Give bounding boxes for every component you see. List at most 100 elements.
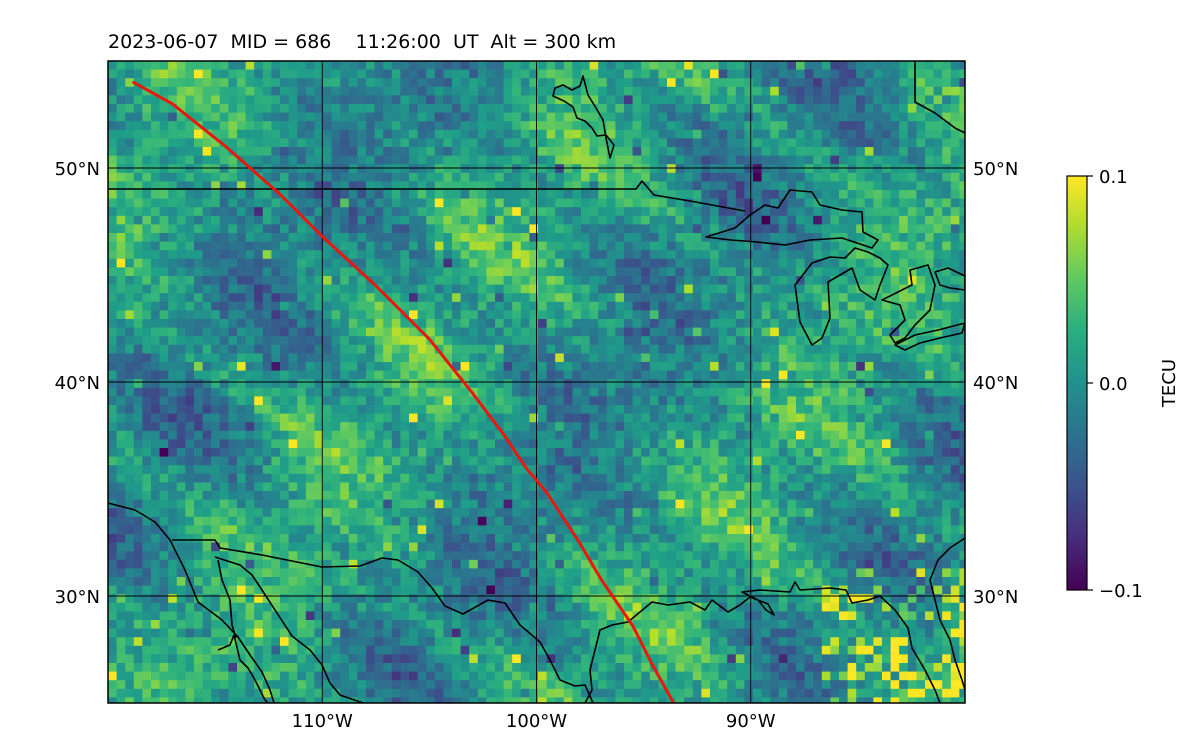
tec-cell xyxy=(804,233,814,243)
tec-cell xyxy=(477,396,487,406)
tec-cell xyxy=(280,310,290,320)
tec-cell xyxy=(572,301,582,311)
tec-cell xyxy=(176,61,186,71)
tec-cell xyxy=(176,241,186,251)
tec-cell xyxy=(942,422,952,432)
tec-cell xyxy=(323,86,333,96)
tec-cell xyxy=(925,95,935,105)
tec-cell xyxy=(151,379,161,389)
tec-cell xyxy=(675,422,685,432)
tec-cell xyxy=(925,413,935,423)
tec-cell xyxy=(864,370,874,380)
tec-cell xyxy=(297,456,307,466)
tec-cell xyxy=(753,456,763,466)
tec-cell xyxy=(185,61,195,71)
tec-cell xyxy=(503,293,513,303)
tec-cell xyxy=(417,61,427,71)
tec-cell xyxy=(417,465,427,475)
tec-cell xyxy=(692,267,702,277)
tec-cell xyxy=(615,241,625,251)
tec-cell xyxy=(796,207,806,217)
tec-cell xyxy=(228,95,238,105)
tec-cell xyxy=(856,482,866,492)
tec-cell xyxy=(297,319,307,329)
tec-cell xyxy=(219,112,229,122)
tec-cell xyxy=(288,327,298,337)
tec-cell xyxy=(563,233,573,243)
tec-cell xyxy=(366,78,376,88)
tec-cell xyxy=(434,267,444,277)
tec-cell xyxy=(813,95,823,105)
tec-cell xyxy=(873,112,883,122)
tec-cell xyxy=(727,155,737,165)
tec-cell xyxy=(563,387,573,397)
tec-cell xyxy=(331,293,341,303)
tec-cell xyxy=(933,190,943,200)
tec-cell xyxy=(151,353,161,363)
tec-cell xyxy=(305,233,315,243)
tec-cell xyxy=(933,456,943,466)
tec-cell xyxy=(701,344,711,354)
tec-cell xyxy=(572,276,582,286)
tec-cell xyxy=(942,233,952,243)
tec-cell xyxy=(632,207,642,217)
tec-cell xyxy=(538,155,548,165)
tec-cell xyxy=(529,215,539,225)
tec-cell xyxy=(864,430,874,440)
tec-cell xyxy=(882,78,892,88)
tec-cell xyxy=(804,164,814,174)
tec-cell xyxy=(477,233,487,243)
tec-cell xyxy=(520,379,530,389)
tec-cell xyxy=(133,344,143,354)
tec-cell xyxy=(125,422,135,432)
tec-cell xyxy=(546,482,556,492)
tec-cell xyxy=(942,301,952,311)
tec-cell xyxy=(787,456,797,466)
tec-cell xyxy=(916,104,926,114)
tec-cell xyxy=(486,284,496,294)
tec-cell xyxy=(606,129,616,139)
tec-cell xyxy=(899,396,909,406)
tec-cell xyxy=(288,69,298,79)
tec-cell xyxy=(589,224,599,234)
tec-cell xyxy=(400,284,410,294)
tec-cell xyxy=(856,164,866,174)
tec-cell xyxy=(202,147,212,157)
tec-cell xyxy=(503,164,513,174)
tec-cell xyxy=(168,396,178,406)
tec-cell xyxy=(546,172,556,182)
tec-cell xyxy=(606,396,616,406)
tec-cell xyxy=(503,387,513,397)
tec-cell xyxy=(753,301,763,311)
tec-cell xyxy=(426,319,436,329)
tec-cell xyxy=(684,61,694,71)
tec-cell xyxy=(538,207,548,217)
tec-cell xyxy=(925,276,935,286)
tec-cell xyxy=(288,396,298,406)
tec-cell xyxy=(589,95,599,105)
tec-cell xyxy=(348,379,358,389)
tec-cell xyxy=(830,172,840,182)
tec-cell xyxy=(116,293,126,303)
tec-cell xyxy=(297,379,307,389)
tec-cell xyxy=(237,370,247,380)
tec-cell xyxy=(572,430,582,440)
tec-cell xyxy=(563,155,573,165)
tec-cell xyxy=(469,104,479,114)
tec-cell xyxy=(168,319,178,329)
tec-cell xyxy=(692,465,702,475)
tec-cell xyxy=(219,207,229,217)
tec-cell xyxy=(555,78,565,88)
tec-cell xyxy=(916,319,926,329)
tec-cell xyxy=(581,319,591,329)
tec-cell xyxy=(323,430,333,440)
tec-cell xyxy=(787,198,797,208)
tec-cell xyxy=(340,129,350,139)
tec-cell xyxy=(830,250,840,260)
tec-cell xyxy=(890,181,900,191)
tec-cell xyxy=(839,456,849,466)
tec-cell xyxy=(839,233,849,243)
tec-cell xyxy=(538,405,548,415)
tec-cell xyxy=(882,396,892,406)
tec-cell xyxy=(778,61,788,71)
